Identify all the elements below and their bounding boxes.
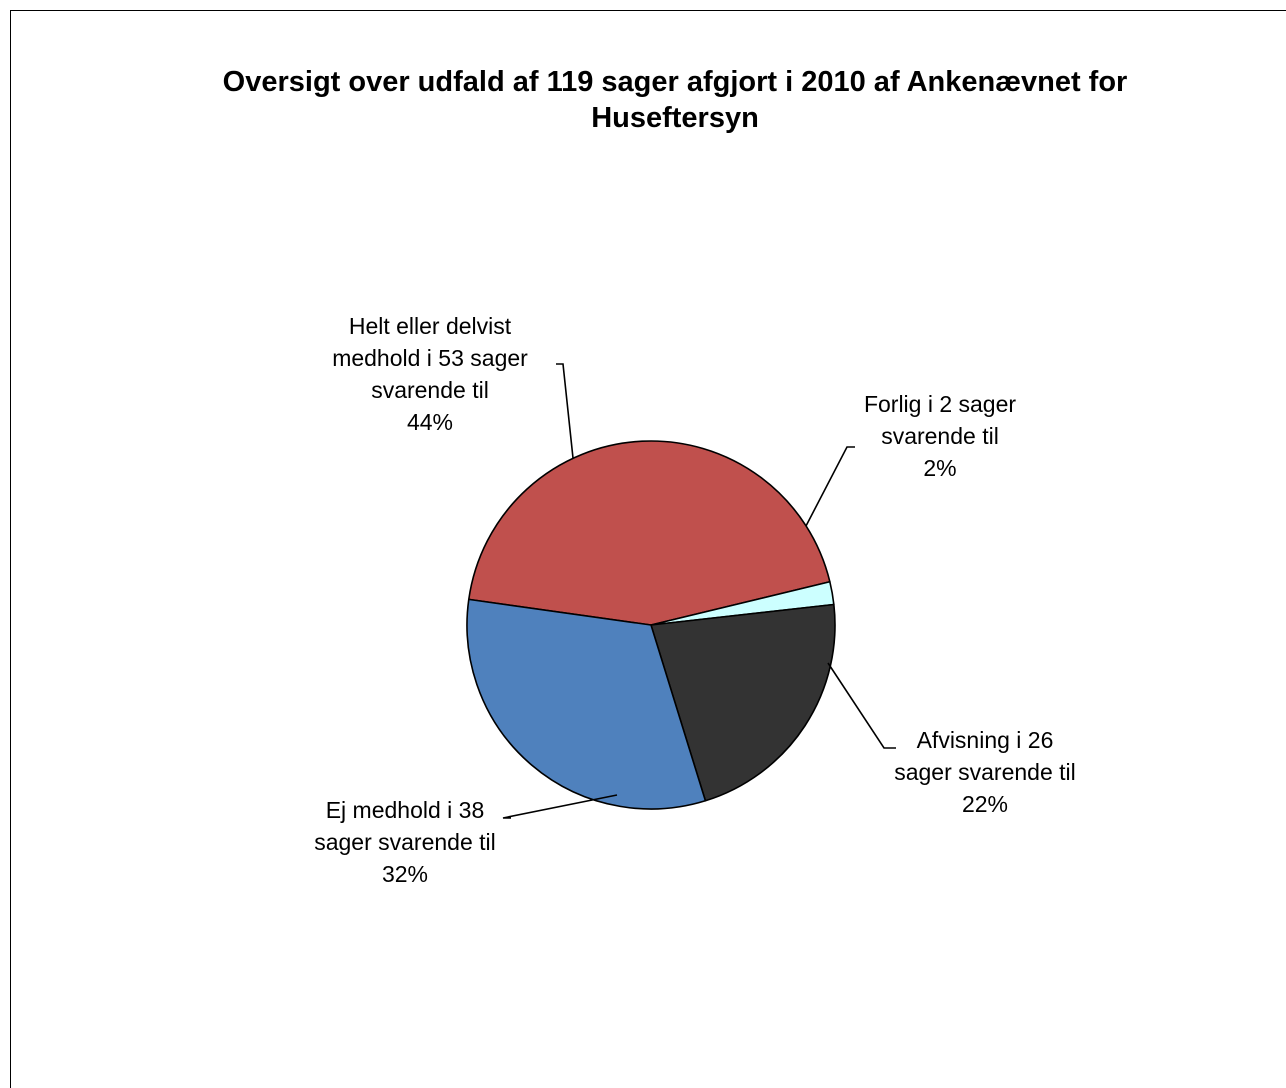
pie-slice-afvisning xyxy=(650,603,836,802)
data-label-forlig: Forlig i 2 sager svarende til 2% xyxy=(835,388,1045,484)
leader-line-helt xyxy=(556,363,574,459)
leader-line-ej xyxy=(502,794,618,819)
data-label-helt-line-1: Helt eller delvist xyxy=(348,313,512,339)
leader-line-forlig xyxy=(805,446,855,527)
data-label-afvisning-line-2: sager svarende til xyxy=(894,759,1076,785)
data-label-ej: Ej medhold i 38 sager svarende til 32% xyxy=(285,794,525,890)
data-label-helt-line-3: svarende til xyxy=(371,377,489,403)
data-label-ej-line-1: Ej medhold i 38 xyxy=(325,797,485,823)
data-label-afvisning-line-3: 22% xyxy=(961,791,1009,817)
chart-area-frame xyxy=(10,10,1286,1088)
data-label-helt: Helt eller delvist medhold i 53 sager sv… xyxy=(300,310,560,438)
data-label-afvisning-line-1: Afvisning i 26 xyxy=(916,727,1054,753)
data-label-ej-line-2: sager svarende til xyxy=(314,829,496,855)
data-label-ej-line-3: 32% xyxy=(381,861,429,887)
data-label-forlig-line-3: 2% xyxy=(923,455,957,481)
leader-line-afvisning xyxy=(827,662,896,749)
pie-slice-ej xyxy=(466,598,707,810)
data-label-helt-line-4: 44% xyxy=(406,409,454,435)
chart-title-line-1: Oversigt over udfald af 119 sager afgjor… xyxy=(222,66,1128,98)
data-label-forlig-line-1: Forlig i 2 sager xyxy=(863,391,1017,417)
pie-slice-helt xyxy=(467,440,831,626)
data-label-helt-line-2: medhold i 53 sager xyxy=(332,345,528,371)
data-label-forlig-line-2: svarende til xyxy=(881,423,999,449)
chart-title-line-2: Huseftersyn xyxy=(591,102,759,134)
data-label-afvisning: Afvisning i 26 sager svarende til 22% xyxy=(870,724,1100,820)
chart-title: Oversigt over udfald af 119 sager afgjor… xyxy=(160,64,1190,136)
